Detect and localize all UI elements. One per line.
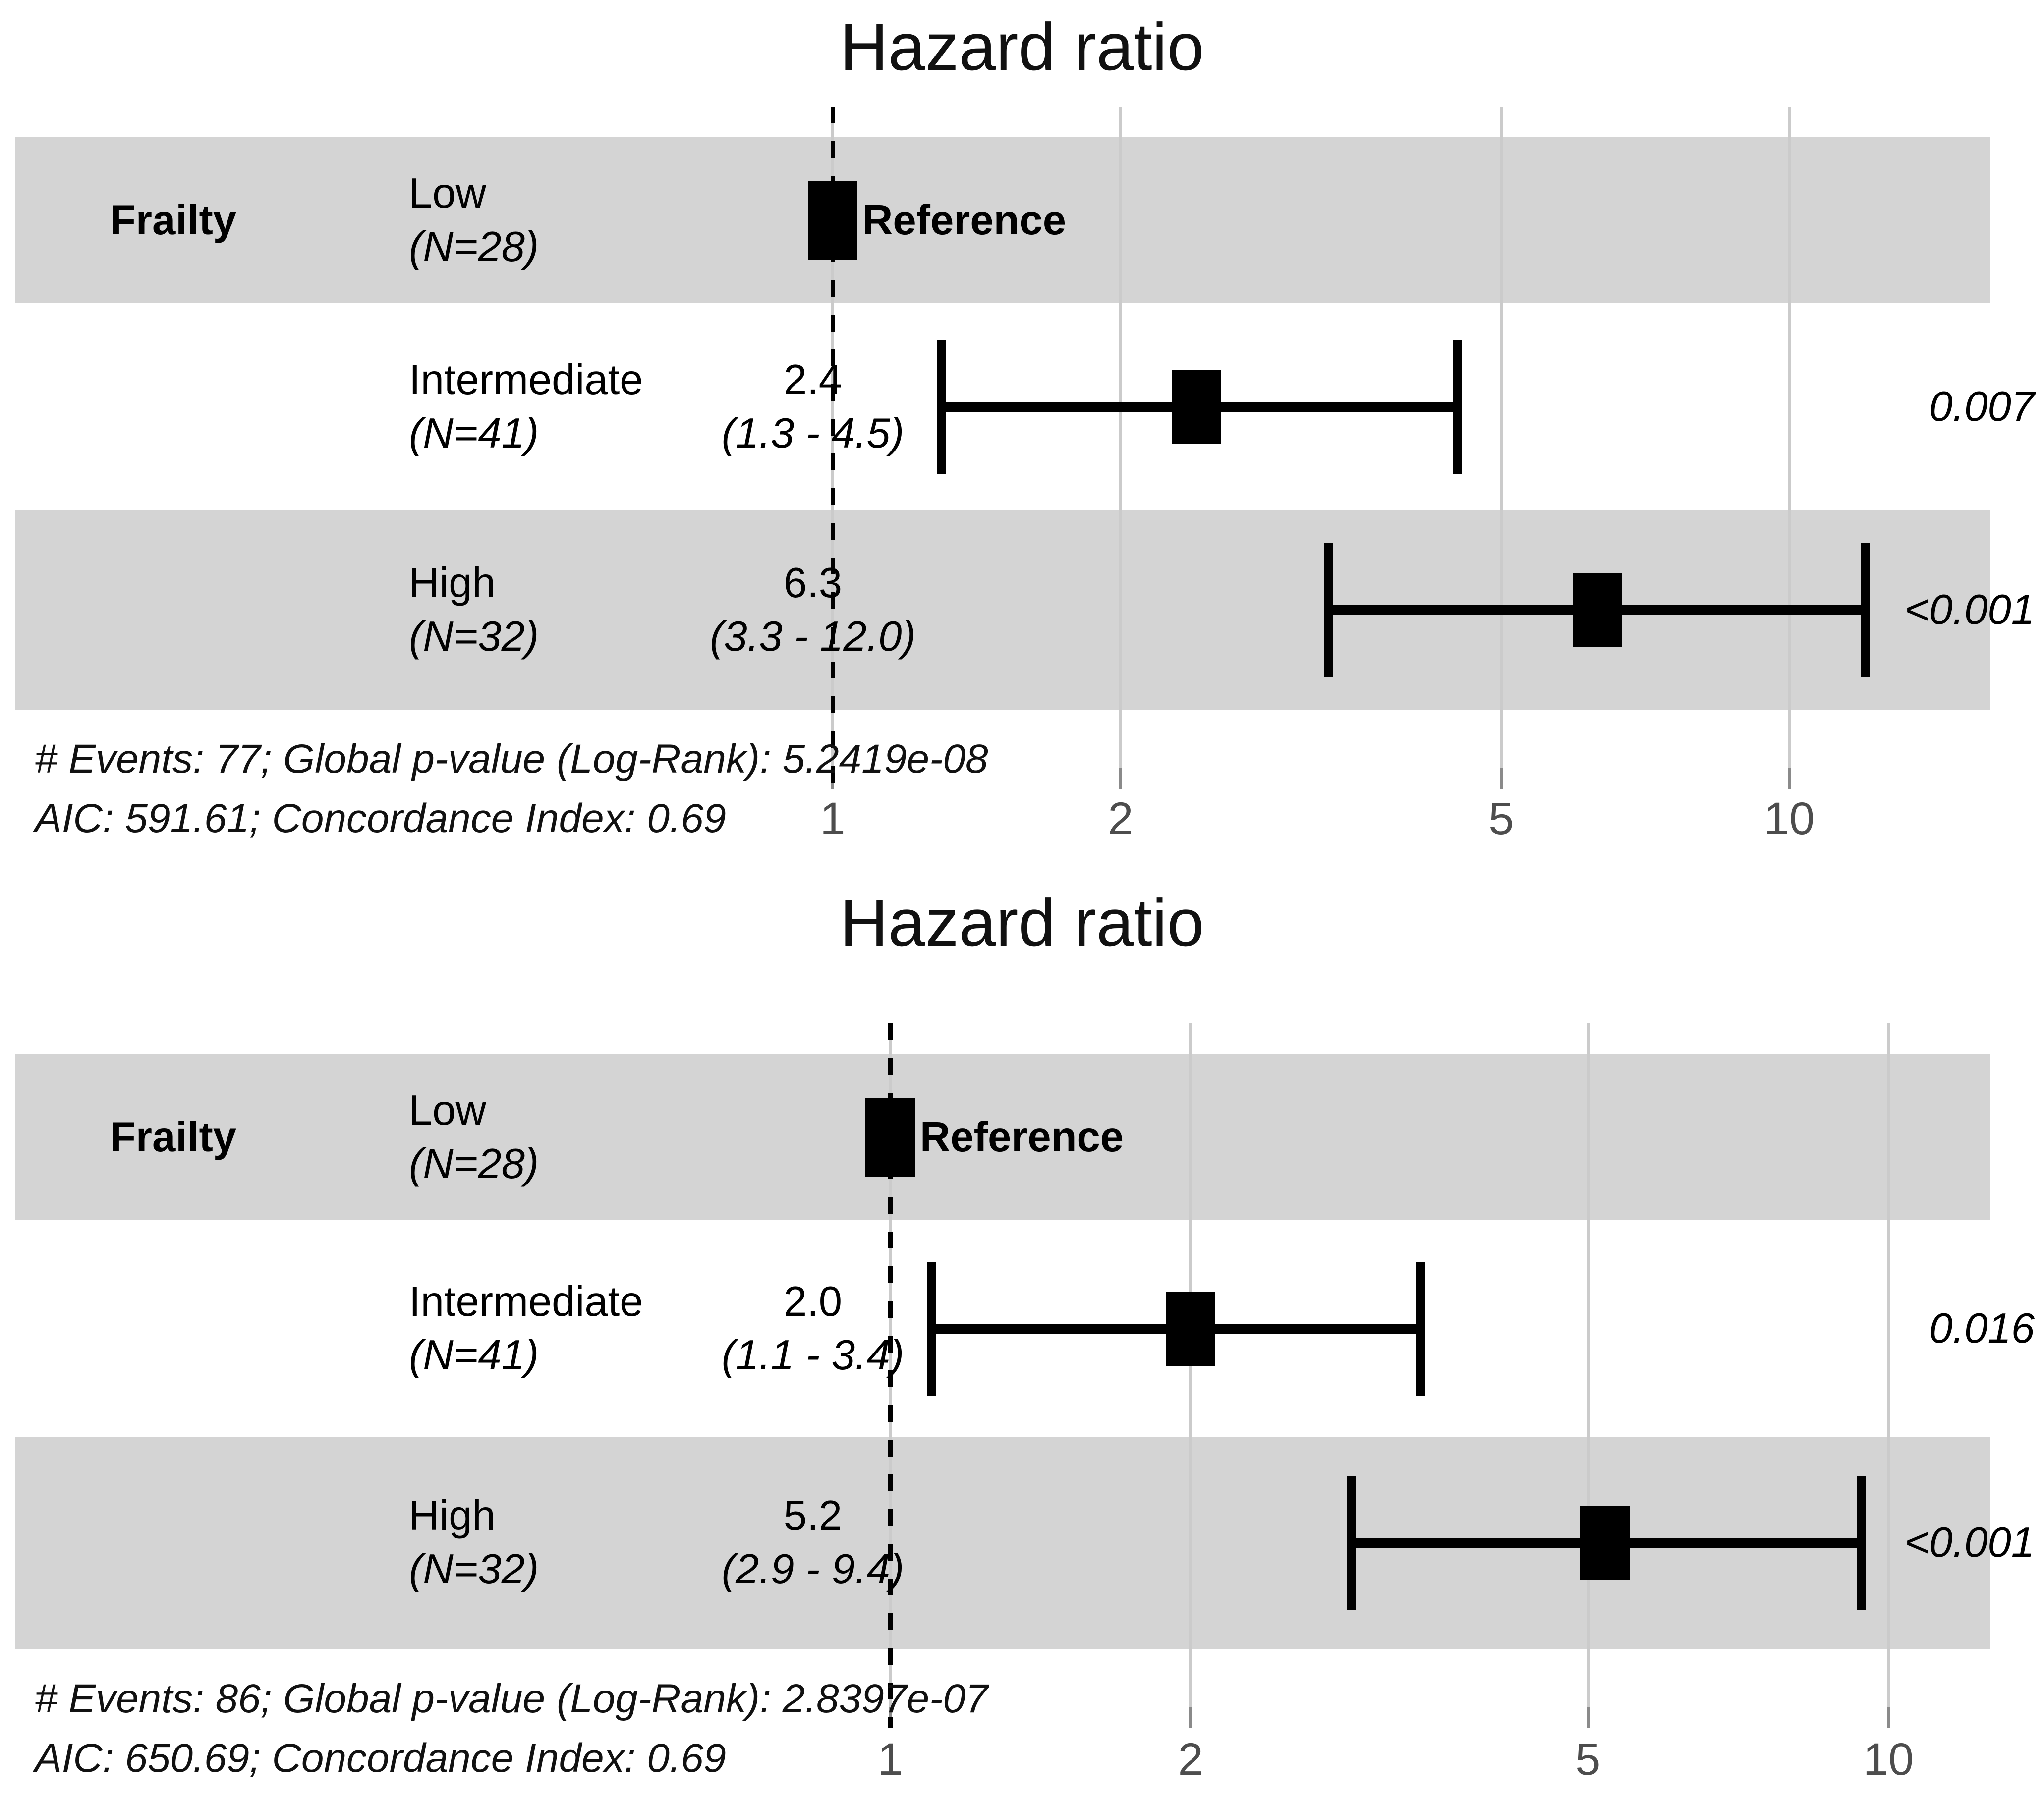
row-level-label: Intermediate (409, 356, 643, 403)
estimate-ci: (3.3 - 12.0) (710, 613, 916, 660)
footnote-events: # Events: 77; Global p-value (Log-Rank):… (35, 736, 988, 782)
p-value: <0.001 (1904, 586, 2035, 633)
p-value: <0.001 (1904, 1519, 2035, 1566)
row-n-label: (N=32) (409, 613, 539, 660)
ci-cap-left (927, 1261, 936, 1396)
reference-square (808, 180, 857, 260)
ci-cap-left (1324, 543, 1333, 677)
gridline (1500, 107, 1503, 768)
axis-tick (1887, 1707, 1890, 1728)
axis-tick-label: 5 (1575, 1734, 1601, 1785)
p-value: 0.016 (1929, 1304, 2035, 1352)
row-level-label: High (409, 559, 496, 607)
axis-tick-label: 2 (1108, 793, 1134, 844)
plot-title: Hazard ratio (840, 9, 1204, 84)
axis-tick (1500, 768, 1503, 789)
axis-tick (1189, 1707, 1192, 1728)
axis-tick-label: 10 (1863, 1734, 1914, 1785)
reference-label: Reference (920, 1113, 1124, 1161)
footnote-events: # Events: 86; Global p-value (Log-Rank):… (35, 1676, 988, 1721)
axis-tick-label: 2 (1178, 1734, 1203, 1785)
gridline (1788, 107, 1791, 768)
estimate-ci: (1.3 - 4.5) (721, 409, 905, 457)
reference-dotted-line (888, 1023, 893, 1728)
gridline (1887, 1023, 1890, 1707)
axis-tick-label: 1 (877, 1734, 903, 1785)
plot-title: Hazard ratio (840, 885, 1204, 960)
footnote-aic: AIC: 591.61; Concordance Index: 0.69 (35, 796, 726, 841)
estimate-ci: (2.9 - 9.4) (721, 1546, 905, 1593)
row-n-label: (N=41) (409, 1331, 539, 1379)
group-label: Frailty (110, 196, 237, 244)
row-level-label: Low (409, 1086, 486, 1134)
axis-tick-label: 5 (1488, 793, 1514, 844)
row-n-label: (N=32) (409, 1546, 539, 1593)
row-n-label: (N=28) (409, 223, 539, 271)
ci-cap-left (937, 339, 946, 474)
row-stripe (15, 137, 1990, 303)
row-level-label: High (409, 1492, 496, 1539)
reference-dotted-line (831, 107, 835, 789)
ci-cap-right (1453, 339, 1462, 474)
estimate-value: 6.3 (783, 559, 843, 607)
row-n-label: (N=28) (409, 1140, 539, 1187)
estimate-value: 2.0 (783, 1278, 843, 1325)
estimate-square (1572, 572, 1622, 647)
row-level-label: Intermediate (409, 1278, 643, 1325)
reference-square (865, 1097, 915, 1177)
estimate-square (1171, 369, 1221, 444)
estimate-value: 2.4 (783, 356, 843, 403)
row-level-label: Low (409, 169, 486, 217)
group-label: Frailty (110, 1113, 237, 1161)
gridline (1119, 107, 1122, 768)
estimate-square (1580, 1506, 1630, 1580)
ci-cap-right (1416, 1261, 1425, 1396)
axis-tick-label: 1 (820, 793, 846, 844)
estimate-value: 5.2 (783, 1492, 843, 1539)
axis-tick (1586, 1707, 1590, 1728)
axis-tick-label: 10 (1763, 793, 1815, 844)
reference-label: Reference (862, 196, 1067, 244)
axis-tick (1119, 768, 1122, 789)
row-stripe (15, 1054, 1990, 1220)
row-n-label: (N=41) (409, 409, 539, 457)
axis-tick (1788, 768, 1791, 789)
estimate-square (1166, 1291, 1216, 1366)
ci-cap-left (1347, 1476, 1357, 1610)
p-value: 0.007 (1929, 383, 2035, 430)
ci-cap-right (1860, 543, 1870, 677)
estimate-ci: (1.1 - 3.4) (721, 1331, 905, 1379)
ci-cap-right (1857, 1476, 1866, 1610)
gridline (1586, 1023, 1590, 1707)
footnote-aic: AIC: 650.69; Concordance Index: 0.69 (35, 1736, 726, 1781)
